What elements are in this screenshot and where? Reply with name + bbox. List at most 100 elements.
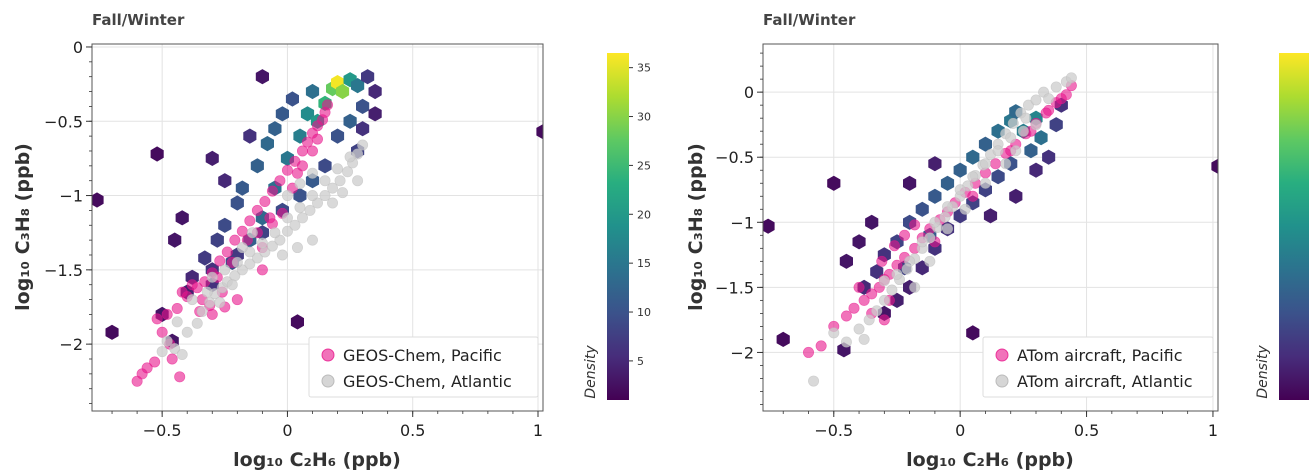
legend-marker-atlantic-right — [995, 374, 1009, 388]
left-pacific-point — [231, 294, 243, 306]
right-atlantic-point — [942, 223, 954, 235]
plot-frame-left — [91, 43, 544, 412]
colorbar-gradient-left — [607, 53, 629, 400]
left-atlantic-point — [289, 219, 301, 231]
left-atlantic-point — [191, 317, 203, 329]
left-atlantic-point — [294, 178, 306, 190]
ticks-right: −0.5 0 0.5 1 0 −0.5 −1 −1.5 −2 — [715, 52, 1218, 440]
left-hexbin-cell — [218, 217, 232, 233]
right-hexbin-cell — [776, 331, 790, 347]
left-x-tick-label: 0.5 — [400, 421, 425, 440]
left-atlantic-point — [332, 163, 344, 175]
left-hexbin-cell — [536, 124, 543, 140]
colorbar-tick-label: 35 — [637, 62, 651, 75]
legend-box-left — [308, 336, 539, 398]
right-pacific-point — [909, 219, 921, 231]
right-atlantic-point — [808, 375, 820, 387]
colorbar-tick-label: 10 — [637, 306, 651, 319]
left-atlantic-point — [201, 286, 213, 298]
left-hexbin-cell — [210, 232, 224, 248]
legend-left: GEOS-Chem, Pacific GEOS-Chem, Atlantic — [308, 336, 539, 398]
right-hexbin-cell — [1049, 117, 1063, 133]
right-hexbin-cell — [1042, 149, 1056, 165]
left-atlantic-point — [266, 240, 278, 252]
left-pacific-point — [274, 175, 286, 187]
right-y-tick-label: −0.5 — [715, 148, 754, 167]
colorbar-tick-label: 30 — [637, 111, 651, 124]
right-pacific-point — [815, 340, 827, 352]
chart-title-right: Fall/Winter — [763, 11, 856, 29]
right-pacific-point — [853, 281, 865, 293]
left-pacific-point — [156, 326, 168, 338]
colorbar-label-left: Density — [583, 345, 599, 399]
left-pacific-point — [161, 308, 173, 320]
left-hexbin-cell — [175, 210, 189, 226]
legend-label-atlantic-left: GEOS-Chem, Atlantic — [343, 372, 512, 391]
right-atlantic-point — [992, 145, 1004, 157]
colorbar-label-right: Density — [1255, 345, 1271, 399]
left-pacific-point — [264, 212, 276, 224]
right-x-tick-label: 0.5 — [1074, 421, 1099, 440]
right-atlantic-point — [942, 201, 954, 213]
colorbar-tick-label: 20 — [637, 208, 651, 221]
left-hexbin-cell — [368, 106, 382, 122]
right-atlantic-point — [1043, 93, 1055, 105]
legend-right: ATom aircraft, Pacific ATom aircraft, At… — [982, 336, 1214, 398]
right-atlantic-point — [1005, 132, 1017, 144]
legend-box-right — [982, 336, 1214, 398]
left-atlantic-point — [236, 242, 248, 254]
right-hexbin-cell — [966, 149, 980, 165]
right-pacific-point — [840, 310, 852, 322]
legend-label-atlantic-right: ATom aircraft, Atlantic — [1017, 372, 1193, 391]
colorbar-tick-label: 15 — [637, 257, 651, 270]
left-hexbin-cell — [198, 250, 212, 266]
right-hexbin-cell — [978, 136, 992, 152]
left-hexbin-cell — [275, 106, 289, 122]
legend-label-pacific-left: GEOS-Chem, Pacific — [343, 346, 502, 365]
left-hexbin-cell — [230, 195, 244, 211]
right-atlantic-point — [840, 336, 852, 348]
right-hexbin-cell — [991, 169, 1005, 185]
legend-marker-pacific-left — [321, 348, 335, 362]
left-atlantic-point — [319, 190, 331, 202]
left-atlantic-point — [156, 346, 168, 358]
right-x-tick-label: 0 — [955, 421, 965, 440]
right-y-tick-label: −1 — [730, 213, 754, 232]
right-atlantic-point — [878, 294, 890, 306]
left-atlantic-point — [319, 175, 331, 187]
right-pacific-point — [990, 158, 1002, 170]
right-hexbin-cell — [940, 175, 955, 191]
right-pacific-point — [866, 288, 878, 300]
right-atlantic-point — [1010, 145, 1022, 157]
right-atlantic-point — [924, 255, 936, 267]
left-hexbin-cell — [285, 91, 299, 107]
left-atlantic-point — [214, 297, 226, 309]
left-atlantic-point — [294, 201, 306, 213]
left-hexbin-cell — [331, 128, 345, 144]
right-hexbin-cell — [928, 156, 942, 172]
right-x-tick-label: −0.5 — [814, 421, 853, 440]
left-atlantic-point — [344, 151, 356, 163]
left-y-tick-label: −1 — [59, 187, 83, 206]
left-atlantic-point — [186, 294, 198, 306]
left-hexbin-cell — [356, 121, 370, 137]
left-hexbin-cell — [255, 69, 269, 85]
colorbar-ticks-left: 5 10 15 20 25 30 35 — [629, 62, 651, 368]
right-x-tick-label: 1 — [1208, 421, 1218, 440]
right-atlantic-point — [1030, 119, 1042, 131]
left-hexbin-cell — [293, 188, 307, 204]
right-pacific-point — [1043, 104, 1055, 116]
left-pacific-point — [322, 99, 334, 111]
left-pacific-point — [306, 145, 318, 157]
left-pacific-point — [149, 356, 161, 368]
left-y-tick-label: −1.5 — [44, 261, 83, 280]
right-pacific-point — [802, 346, 814, 358]
right-atlantic-point — [878, 275, 890, 287]
left-pacific-point — [166, 353, 178, 365]
colorbar-right: Density — [1255, 53, 1309, 400]
right-pacific-point — [888, 240, 900, 252]
right-atlantic-point — [959, 203, 971, 215]
right-atlantic-point — [858, 333, 870, 345]
right-pacific-point — [858, 294, 870, 306]
right-hexbin-cell — [852, 234, 866, 250]
